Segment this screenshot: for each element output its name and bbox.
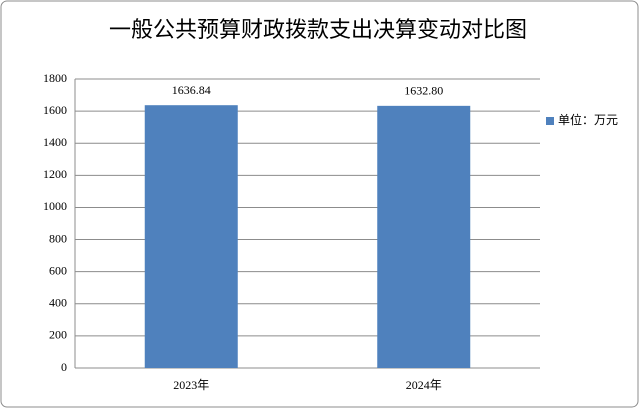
y-tick-label: 1400 — [43, 135, 67, 149]
y-tick-label: 0 — [61, 360, 67, 374]
x-tick-label: 2023年 — [173, 378, 209, 392]
bar — [377, 105, 471, 369]
legend-swatch — [546, 117, 554, 125]
data-label: 1636.84 — [172, 83, 211, 97]
bar — [144, 105, 238, 369]
y-tick-label: 200 — [49, 328, 67, 342]
legend-label: 单位：万元 — [558, 112, 618, 127]
y-tick-label: 1800 — [43, 71, 67, 85]
chart-title: 一般公共预算财政拨款支出决算变动对比图 — [109, 17, 527, 42]
y-tick-label: 400 — [49, 296, 67, 310]
data-label: 1632.80 — [404, 84, 443, 98]
y-tick-label: 1000 — [43, 199, 67, 213]
y-tick-label: 800 — [49, 231, 67, 245]
x-tick-label: 2024年 — [406, 378, 442, 392]
y-tick-label: 1600 — [43, 103, 67, 117]
y-tick-label: 1200 — [43, 167, 67, 181]
y-tick-label: 600 — [49, 263, 67, 277]
